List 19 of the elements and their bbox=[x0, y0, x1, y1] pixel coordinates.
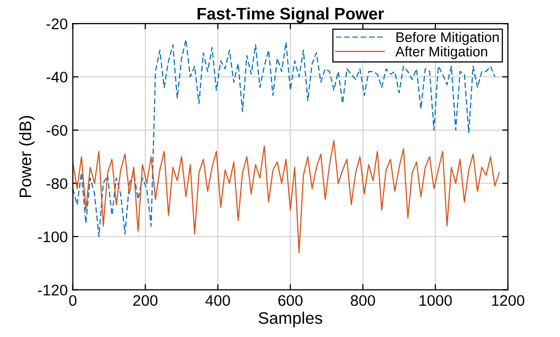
y-tick-label: -80 bbox=[46, 178, 68, 190]
x-tick-label: 1000 bbox=[420, 295, 452, 306]
line-series bbox=[72, 140, 500, 254]
x-axis-title: Samples bbox=[258, 312, 322, 328]
chart-title: Fast-Time Signal Power bbox=[198, 7, 384, 23]
x-tick-label: 200 bbox=[133, 295, 158, 306]
y-axis-title: Power (dB) bbox=[19, 116, 35, 198]
y-tick-label: -40 bbox=[46, 72, 68, 83]
y-tick-label: -60 bbox=[46, 124, 68, 136]
x-tick-label: 400 bbox=[205, 295, 230, 306]
y-tick-label: -100 bbox=[38, 231, 68, 242]
legend-label: After Mitigation bbox=[395, 46, 488, 60]
x-tick-label: 0 bbox=[69, 295, 76, 306]
x-tick-label: 600 bbox=[278, 295, 303, 306]
y-tick-label: -20 bbox=[46, 18, 68, 30]
legend-label: Before Mitigation bbox=[396, 32, 499, 45]
x-tick-label: 800 bbox=[350, 295, 376, 306]
y-tick-label: -120 bbox=[38, 284, 68, 296]
x-tick-label: 1200 bbox=[492, 295, 524, 306]
